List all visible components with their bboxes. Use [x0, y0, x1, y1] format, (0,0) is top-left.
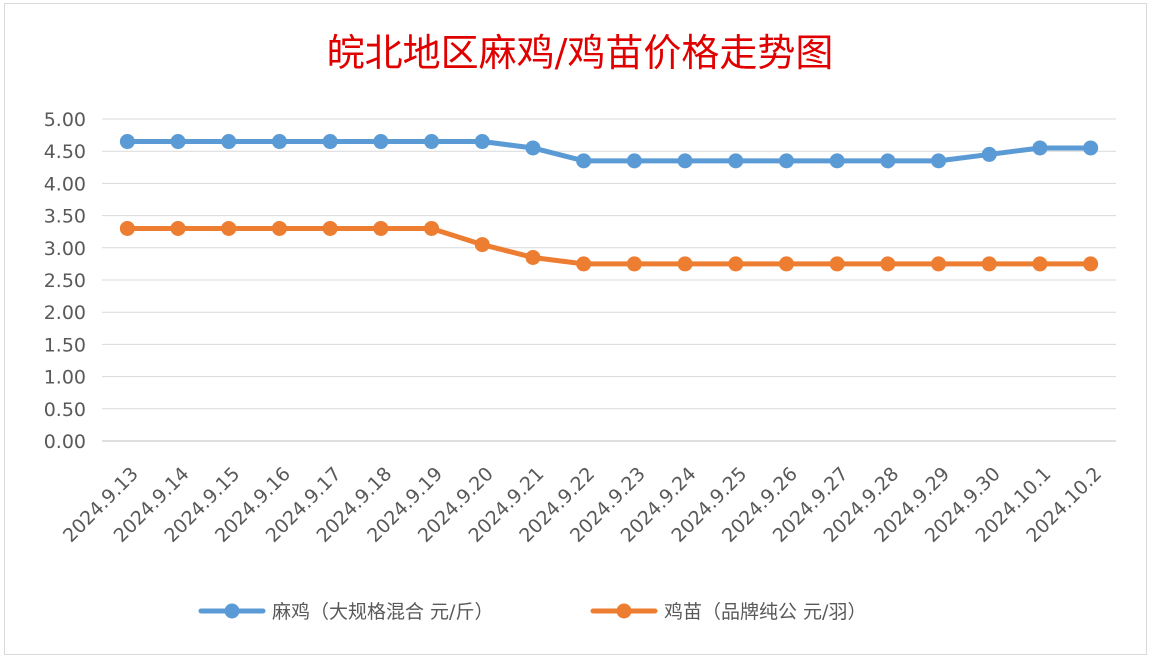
data-point: [728, 256, 744, 272]
data-point: [474, 134, 490, 150]
data-point: [424, 220, 440, 236]
legend-marker: [616, 603, 632, 619]
data-point: [221, 220, 237, 236]
data-point: [1032, 256, 1048, 272]
y-tick-label: 5.00: [44, 109, 86, 131]
y-tick-label: 2.00: [44, 302, 86, 324]
data-point: [1083, 140, 1099, 156]
y-tick-label: 3.50: [44, 206, 86, 228]
data-point: [474, 237, 490, 253]
data-point: [728, 153, 744, 169]
data-point: [170, 134, 186, 150]
data-point: [271, 220, 287, 236]
chart-area: 皖北地区麻鸡/鸡苗价格走势图 0.00 0.50 1.00 1.50 2.00 2.50 3…: [4, 3, 1147, 655]
data-point: [170, 220, 186, 236]
series-2: [119, 220, 1099, 272]
y-tick-label: 0.50: [44, 399, 86, 421]
data-point: [626, 153, 642, 169]
data-point: [221, 134, 237, 150]
y-tick-label: 4.50: [44, 141, 86, 163]
data-point: [119, 134, 135, 150]
gridlines: [102, 118, 1116, 442]
series-1: [119, 134, 1099, 169]
y-tick-label: 1.50: [44, 334, 86, 356]
series-line: [124, 225, 1094, 267]
data-point: [373, 220, 389, 236]
legend: 麻鸡（大规格混合 元/斤） 鸡苗（品牌纯公 元/羽）: [198, 601, 866, 623]
data-point: [931, 256, 947, 272]
x-axis-labels: 2024.9.132024.9.142024.9.152024.9.162024…: [59, 463, 1106, 547]
data-point: [829, 256, 845, 272]
data-point: [1032, 140, 1048, 156]
legend-label: 鸡苗（品牌纯公 元/羽）: [664, 601, 866, 623]
data-point: [322, 134, 338, 150]
data-point: [373, 134, 389, 150]
data-point: [1083, 256, 1099, 272]
y-tick-label: 4.00: [44, 173, 86, 195]
series-line: [124, 139, 1094, 164]
legend-marker: [224, 603, 240, 619]
data-point: [271, 134, 287, 150]
data-point: [931, 153, 947, 169]
y-tick-label: 0.00: [44, 431, 86, 453]
data-point: [119, 220, 135, 236]
data-point: [981, 256, 997, 272]
data-point: [525, 249, 541, 265]
line-chart: 皖北地区麻鸡/鸡苗价格走势图 0.00 0.50 1.00 1.50 2.00 2.50 3…: [44, 31, 1116, 623]
data-point: [880, 153, 896, 169]
data-point: [525, 140, 541, 156]
data-point: [829, 153, 845, 169]
data-point: [677, 153, 693, 169]
y-tick-label: 2.50: [44, 270, 86, 292]
data-point: [778, 256, 794, 272]
data-point: [778, 153, 794, 169]
data-point: [576, 256, 592, 272]
y-tick-label: 1.00: [44, 367, 86, 389]
legend-item: 麻鸡（大规格混合 元/斤）: [198, 601, 493, 623]
data-point: [880, 256, 896, 272]
data-point: [677, 256, 693, 272]
chart-title: 皖北地区麻鸡/鸡苗价格走势图: [327, 31, 834, 75]
data-point: [626, 256, 642, 272]
data-point: [424, 134, 440, 150]
y-axis-labels: 0.00 0.50 1.00 1.50 2.00 2.50 3.00 3.50 4.00 4.50…: [44, 109, 86, 453]
data-point: [576, 153, 592, 169]
data-point: [981, 146, 997, 162]
legend-item: 鸡苗（品牌纯公 元/羽）: [590, 601, 866, 623]
data-point: [322, 220, 338, 236]
legend-label: 麻鸡（大规格混合 元/斤）: [272, 601, 493, 623]
series-lines: [119, 134, 1099, 272]
y-tick-label: 3.00: [44, 238, 86, 260]
